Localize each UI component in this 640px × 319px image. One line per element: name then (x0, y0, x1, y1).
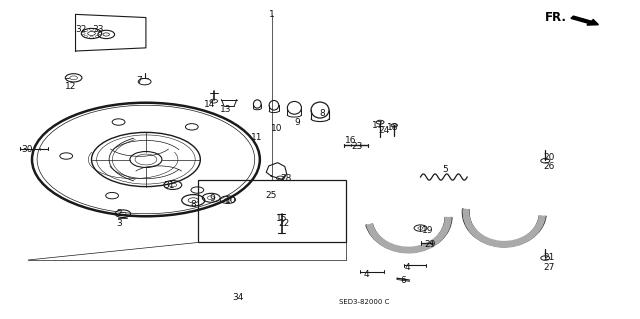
Text: 10: 10 (271, 124, 282, 133)
Text: 33: 33 (92, 25, 104, 34)
Text: 23: 23 (351, 142, 363, 151)
Text: 19: 19 (422, 226, 434, 235)
Text: 21: 21 (543, 253, 555, 262)
Text: 28: 28 (280, 174, 292, 183)
Text: 22: 22 (278, 219, 289, 228)
Text: 30: 30 (21, 145, 33, 154)
Text: 25: 25 (266, 191, 277, 200)
Text: 18: 18 (387, 123, 399, 132)
Text: 7: 7 (137, 76, 142, 85)
Text: 20: 20 (543, 153, 555, 162)
FancyArrow shape (571, 16, 598, 25)
Text: 9: 9 (294, 118, 300, 127)
Text: 16: 16 (345, 137, 356, 145)
Text: 26: 26 (543, 162, 555, 171)
Text: 2: 2 (116, 209, 122, 218)
Bar (198, 180, 346, 242)
Text: 9: 9 (210, 194, 215, 203)
Text: 10: 10 (225, 197, 236, 205)
Text: 13: 13 (220, 105, 231, 114)
Text: 8: 8 (319, 109, 324, 118)
Text: 3: 3 (116, 219, 122, 228)
Text: FR.: FR. (545, 11, 566, 24)
Text: 27: 27 (543, 263, 555, 271)
Text: SED3-82000 C: SED3-82000 C (339, 300, 390, 305)
Text: 8: 8 (191, 200, 196, 209)
Text: 4: 4 (404, 263, 410, 272)
Text: 29: 29 (424, 241, 436, 249)
Text: 1: 1 (269, 10, 275, 19)
Text: 34: 34 (232, 293, 244, 302)
Text: 6: 6 (401, 276, 406, 285)
Text: 17: 17 (372, 121, 383, 130)
Text: 15: 15 (276, 214, 287, 223)
Text: 14: 14 (204, 100, 216, 109)
Text: 5: 5 (442, 165, 447, 174)
Text: 12: 12 (65, 82, 76, 91)
Text: 24: 24 (378, 126, 390, 135)
Text: 32: 32 (75, 25, 86, 34)
Text: 4: 4 (364, 271, 369, 279)
Text: 11: 11 (251, 133, 262, 142)
Text: 31: 31 (163, 181, 175, 190)
